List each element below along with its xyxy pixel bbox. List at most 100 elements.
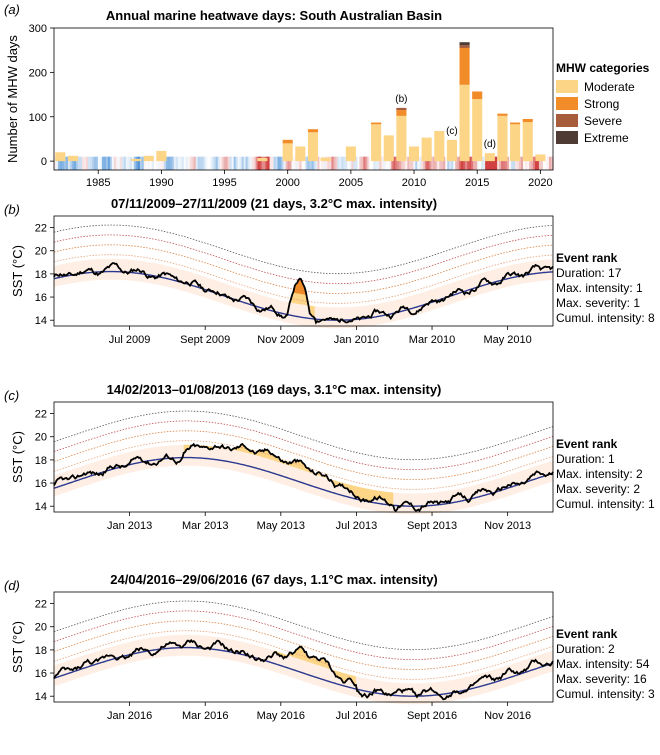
threshold-line-1 (53, 254, 554, 304)
heat-stripe-segment (463, 156, 466, 170)
heat-stripe-segment (523, 156, 526, 170)
x-tick-label: Sept 2009 (180, 334, 230, 346)
bar-moderate (396, 115, 407, 162)
heat-stripe-segment (127, 156, 131, 170)
heat-stripe-segment (251, 156, 255, 170)
x-tick-label: 2005 (339, 177, 363, 189)
heat-stripe-segment (89, 156, 93, 170)
x-tick-label: 2010 (402, 177, 426, 189)
heat-stripe-segment (517, 156, 520, 170)
heat-stripe-segment (451, 156, 454, 170)
heat-stripe-segment (249, 156, 253, 170)
x-tick-label: 2000 (275, 177, 299, 189)
heat-stripe-segment (529, 156, 532, 170)
panel-ylabel: SST (°C) (10, 621, 25, 673)
y-tick-label: 22 (35, 409, 47, 421)
heat-stripe-segment (295, 156, 299, 170)
panel-label: (d) (4, 578, 20, 593)
heat-stripe-segment (179, 156, 183, 170)
heat-stripe-segment (417, 156, 420, 170)
heat-stripe-segment (291, 156, 295, 170)
y-tick-label: 14 (35, 691, 47, 703)
heat-stripe-segment (285, 156, 289, 170)
legend-swatch-extreme (556, 131, 578, 144)
panel-a-title: Annual marine heatwave days: South Austr… (106, 8, 442, 23)
heat-stripe-segment (347, 156, 351, 170)
bar-moderate (345, 146, 356, 162)
y-tick-label: 20 (35, 432, 47, 444)
heat-stripe-segment (167, 156, 171, 170)
heat-stripe-segment (287, 156, 291, 170)
heat-stripe-segment (393, 156, 396, 170)
heat-stripe-segment (345, 156, 349, 170)
heat-stripe-segment (447, 156, 450, 170)
panel-label: (b) (4, 202, 20, 217)
heat-stripe-segment (383, 156, 386, 170)
heat-stripe-segment (183, 156, 187, 170)
heat-stripe-segment (341, 156, 345, 170)
heat-stripe-segment (541, 156, 544, 170)
y-tick-label: 16 (35, 668, 47, 680)
heat-stripe-segment (449, 156, 452, 170)
panel-frame (53, 591, 554, 703)
heat-stripe-segment (169, 156, 173, 170)
legend-label: Extreme (584, 131, 629, 145)
heat-stripe-segment (243, 156, 247, 170)
heat-stripe-segment (399, 156, 402, 170)
climatology-line (53, 646, 554, 697)
heat-stripe-segment (531, 156, 534, 170)
heat-stripe-segment (505, 156, 508, 170)
heat-stripe-segment (543, 156, 546, 170)
heat-stripe-segment (177, 156, 181, 170)
heat-stripe-segment (437, 156, 440, 170)
panel-title: 07/11/2009–27/11/2009 (21 days, 3.2°C ma… (111, 196, 437, 211)
event-rank-item: Cumul. intensity: 1 (556, 497, 655, 511)
heat-stripe-segment (195, 156, 199, 170)
heat-stripe-segment (403, 156, 406, 170)
threshold-line-4 (53, 600, 554, 651)
heat-stripe-segment (355, 156, 358, 170)
heat-stripe-segment (377, 156, 380, 170)
heat-stripe-segment (225, 156, 229, 170)
heat-stripe-segment (263, 156, 267, 170)
heat-stripe-segment (461, 156, 464, 170)
heat-stripe-segment (57, 156, 61, 170)
heat-stripe-segment (337, 156, 341, 170)
heat-stripe-segment (219, 156, 223, 170)
y-tick-label: 100 (29, 112, 47, 124)
heat-stripe-segment (65, 156, 69, 170)
heat-stripe-segment (165, 156, 169, 170)
heat-stripe-segment (317, 156, 321, 170)
heat-stripe-segment (271, 156, 275, 170)
heat-stripe-segment (381, 156, 384, 170)
x-tick-label: 1985 (86, 177, 110, 189)
panel-ylabel: SST (°C) (10, 245, 25, 297)
heat-stripe-segment (229, 156, 233, 170)
heat-stripe-segment (231, 156, 235, 170)
event-rank-item: Max. intensity: 2 (556, 467, 643, 481)
heat-stripe-segment (397, 156, 400, 170)
heat-stripe-segment (535, 156, 538, 170)
heat-stripe-segment (233, 156, 237, 170)
heat-stripe-segment (175, 156, 179, 170)
heat-stripe-segment (307, 156, 311, 170)
heat-stripe-segment (199, 156, 203, 170)
heat-stripe-segment (185, 156, 189, 170)
x-tick-label: May 2010 (483, 334, 531, 346)
heat-stripe-segment (475, 156, 478, 170)
heat-stripe-segment (255, 156, 259, 170)
heat-stripe-segment (439, 156, 442, 170)
heat-stripe-segment (119, 156, 123, 170)
event-rank-title: Event rank (556, 437, 618, 451)
heat-stripe-segment (217, 156, 221, 170)
x-tick-label: Nov 2016 (484, 710, 531, 722)
bar-moderate (510, 124, 521, 162)
heat-stripe-segment (95, 156, 99, 170)
heat-stripe-segment (459, 156, 462, 170)
heat-stripe-segment (145, 156, 149, 170)
panel-a-ylabel: Number of MHW days (5, 35, 20, 163)
heat-stripe-segment (77, 156, 81, 170)
heat-stripe-segment (257, 156, 261, 170)
heat-stripe-segment (395, 156, 398, 170)
panel-ylabel: SST (°C) (10, 431, 25, 483)
